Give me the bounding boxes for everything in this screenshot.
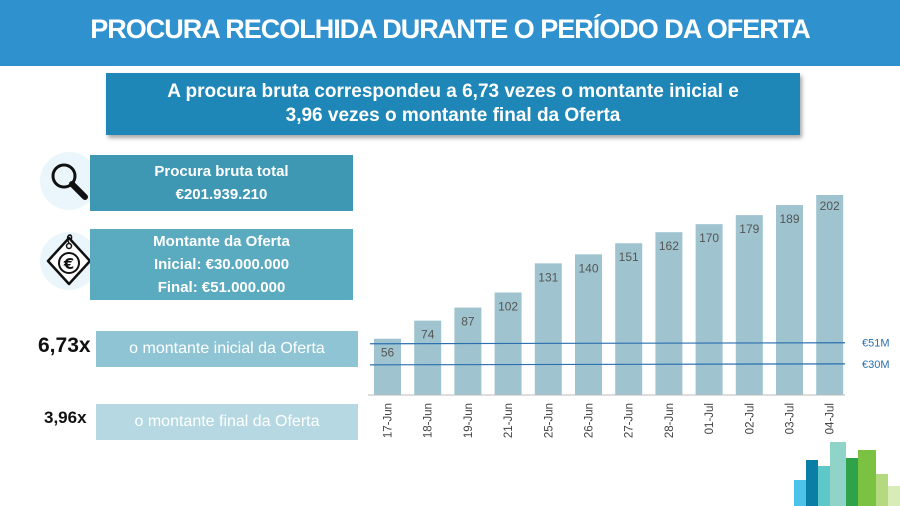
bar [655, 232, 683, 395]
corner-decoration [794, 442, 900, 506]
x-tick-label: 27-Jun [624, 403, 636, 438]
x-tick-label: 01-Jul [704, 403, 716, 434]
x-tick-label: 26-Jun [584, 403, 596, 438]
bar [816, 195, 844, 395]
bar [615, 243, 643, 395]
bar-value-label: 56 [381, 346, 395, 360]
bar [414, 320, 442, 395]
multiple-inicial-label: o montante inicial da Oferta [96, 331, 358, 367]
x-tick-label: 03-Jul [785, 403, 797, 434]
procura-bruta-box: Procura bruta total €201.939.210 [90, 155, 353, 211]
bar-value-label: 74 [421, 328, 435, 342]
montante-final: Final: €51.000.000 [157, 279, 286, 296]
reference-line-label: €30M [862, 359, 890, 371]
montante-inicial: Inicial: €30.000.000 [153, 256, 290, 273]
bar-value-label: 151 [619, 250, 639, 264]
bar [776, 205, 803, 395]
procura-bruta-label: Procura bruta total [154, 163, 289, 180]
reference-line [369, 342, 846, 345]
multiple-inicial-value: 6,73x [38, 334, 91, 357]
multiple-final-value: 3,96x [44, 408, 87, 427]
bar [695, 224, 723, 395]
bar-value-label: 131 [538, 270, 558, 284]
bar-value-label: 87 [461, 315, 475, 329]
magnifier-icon [38, 150, 100, 212]
x-tick-label: 19-Jun [463, 403, 475, 438]
x-tick-label: 18-Jun [423, 403, 435, 438]
bar [454, 307, 482, 395]
procura-bruta-value: €201.939.210 [175, 186, 268, 203]
multiple-final-label: o montante final da Oferta [96, 404, 358, 440]
reference-line [369, 363, 846, 366]
subtitle-line-1: A procura bruta correspondeu a 6,73 veze… [167, 81, 739, 102]
bar-value-label: 202 [820, 199, 840, 213]
subtitle-banner: A procura bruta correspondeu a 6,73 veze… [106, 73, 800, 135]
bar-value-label: 189 [779, 212, 799, 226]
page-title: PROCURA RECOLHIDA DURANTE O PERÍODO DA O… [90, 14, 811, 44]
bar-value-label: 162 [659, 239, 679, 253]
x-tick-label: 25-Jun [543, 403, 555, 438]
svg-text:€: € [63, 255, 74, 273]
x-tick-label: 21-Jun [503, 403, 515, 438]
bar-value-label: 102 [498, 299, 518, 313]
montante-oferta-label: Montante da Oferta [153, 233, 290, 250]
bar-value-label: 179 [739, 222, 759, 236]
bar-value-label: 140 [578, 261, 598, 275]
euro-tag-icon: € [38, 230, 100, 292]
x-tick-label: 28-Jun [664, 403, 676, 438]
reference-line-label: €51M [862, 338, 890, 350]
subtitle-line-2: 3,96 vezes o montante final da Oferta [285, 105, 621, 126]
bar-value-label: 170 [699, 231, 719, 245]
demand-bar-chart: 56 17-Jun 74 18-Jun 87 19-Jun 102 21-Jun 131 25-J… [368, 195, 890, 438]
x-tick-label: 02-Jul [744, 403, 756, 434]
bar [534, 263, 562, 395]
montante-oferta-box: Montante da Oferta Inicial: €30.000.000 … [90, 229, 353, 300]
x-tick-label: 04-Jul [825, 403, 837, 434]
header-bar: PROCURA RECOLHIDA DURANTE O PERÍODO DA O… [0, 0, 900, 66]
x-tick-label: 17-Jun [383, 403, 395, 438]
bar [575, 254, 602, 395]
bar [735, 215, 763, 395]
bar [374, 338, 401, 395]
